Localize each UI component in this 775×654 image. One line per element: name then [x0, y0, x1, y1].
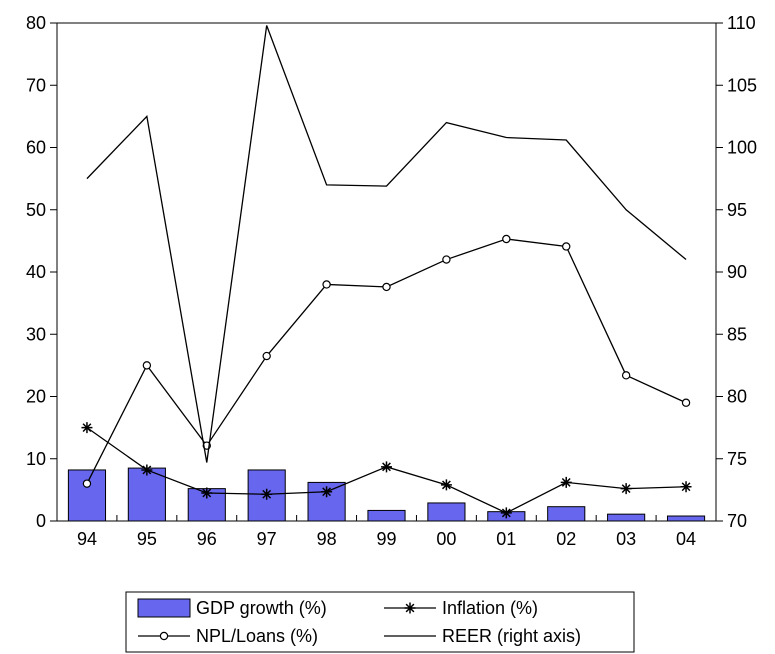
- right-axis-tick-label: 95: [727, 200, 747, 220]
- inflation-point: [201, 487, 213, 499]
- legend-swatch-gdp-growth: [137, 598, 191, 618]
- left-axis-tick-label: 50: [26, 200, 46, 220]
- npl-loans-point: [382, 282, 391, 292]
- right-axis-tick-label: 80: [727, 387, 747, 407]
- right-axis-tick-label: 70: [727, 511, 747, 531]
- inflation-point: [620, 483, 632, 495]
- x-axis-tick-label: 97: [257, 529, 277, 549]
- left-axis-tick-label: 10: [26, 449, 46, 469]
- x-axis-tick-label: 04: [676, 529, 696, 549]
- inflation-point: [81, 422, 93, 434]
- inflation-point: [321, 486, 333, 498]
- right-axis: 70 75 80 85 90 95 100 105 110: [716, 13, 757, 531]
- npl-loans-point: [142, 361, 152, 370]
- inflation-point: [261, 488, 273, 500]
- npl-loans-point: [262, 351, 271, 361]
- npl-loans-point: [442, 255, 451, 264]
- legend-marker-inflation: [404, 602, 416, 614]
- right-axis-tick-label: 90: [727, 262, 747, 282]
- gdp-growth-bar: [427, 502, 466, 522]
- legend-label-gdp-growth: GDP growth (%): [196, 598, 327, 618]
- npl-loans-point: [562, 242, 571, 251]
- x-axis: 94 95 96 97 98 99 00 01 02 03 04: [56, 515, 717, 549]
- gdp-growth-bar: [67, 469, 107, 522]
- gdp-growth-bar: [666, 515, 706, 522]
- left-axis-tick-label: 60: [26, 138, 46, 158]
- x-axis-tick-label: 94: [77, 529, 97, 549]
- npl-loans-point: [322, 280, 331, 289]
- inflation-point: [560, 476, 572, 488]
- left-axis-tick-label: 80: [26, 13, 46, 33]
- gdp-growth-bar: [367, 509, 406, 522]
- right-axis-tick-label: 85: [727, 324, 747, 344]
- left-axis-tick-label: 20: [26, 387, 46, 407]
- right-axis-tick-label: 100: [727, 138, 757, 158]
- plot-area: [56, 22, 717, 522]
- left-axis-tick-label: 40: [26, 262, 46, 282]
- legend-label-inflation: Inflation (%): [442, 598, 538, 618]
- legend-box: [125, 591, 635, 653]
- series-lines: [81, 25, 692, 519]
- x-axis-tick-label: 01: [496, 529, 516, 549]
- x-axis-tick-label: 03: [616, 529, 636, 549]
- npl-loans-line: [86, 238, 687, 484]
- inflation-point: [381, 461, 392, 473]
- right-axis-tick-label: 105: [727, 75, 757, 95]
- inflation-point: [680, 481, 692, 493]
- reer-right-axis-line: [86, 25, 687, 463]
- inflation-point: [141, 464, 153, 476]
- legend: GDP growth (%) Inflation (%) NPL/Loans (%)…: [125, 591, 635, 653]
- plot-frame: [56, 22, 717, 522]
- gdp-growth-bar: [127, 467, 166, 522]
- npl-loans-point: [621, 371, 631, 380]
- gdp-growth-bar: [607, 513, 646, 522]
- right-axis-tick-label: 75: [727, 449, 747, 469]
- left-axis-tick-label: 30: [26, 324, 46, 344]
- x-axis-tick-label: 96: [197, 529, 217, 549]
- npl-loans-point: [681, 398, 691, 407]
- x-axis-tick-label: 98: [317, 529, 337, 549]
- x-axis-tick-label: 99: [376, 529, 396, 549]
- inflation-point: [440, 479, 452, 491]
- left-axis-tick-label: 70: [26, 75, 46, 95]
- x-axis-tick-label: 02: [556, 529, 576, 549]
- gdp-growth-bar: [547, 506, 586, 522]
- npl-loans-point: [82, 479, 92, 488]
- npl-loans-point: [502, 234, 511, 244]
- legend-marker-npl-loans: [159, 631, 169, 641]
- gdp-growth-bars: [67, 467, 706, 522]
- left-axis: 0 10 20 30 40 50 60 70 80: [26, 13, 57, 531]
- x-axis-tick-label: 00: [436, 529, 456, 549]
- right-axis-tick-label: 110: [727, 13, 756, 33]
- inflation-point: [500, 507, 512, 519]
- legend-label-npl-loans: NPL/Loans (%): [196, 626, 318, 646]
- legend-label-reer-right-axis: REER (right axis): [442, 626, 581, 646]
- left-axis-tick-label: 0: [36, 511, 46, 531]
- x-axis-tick-label: 95: [137, 529, 157, 549]
